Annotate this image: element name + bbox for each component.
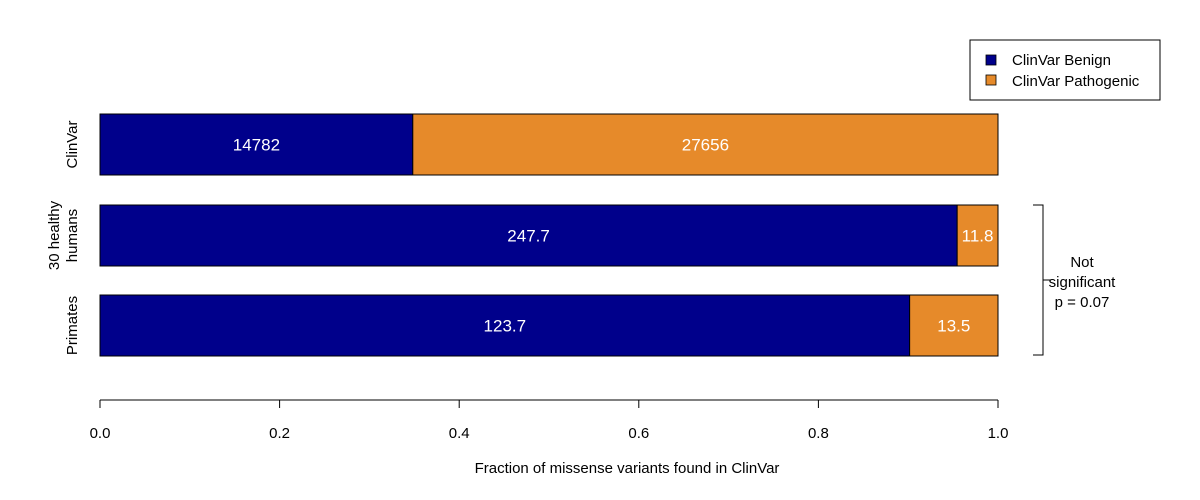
bar-value-label: 27656 — [682, 136, 729, 155]
significance-bracket — [1033, 204, 1050, 356]
bars: 14782 27656 247.7 11.8 123.7 13.5 — [99, 113, 999, 357]
bar-value-label: 247.7 — [507, 227, 550, 246]
bar-segment — [412, 113, 999, 176]
x-tick-label: 0.6 — [628, 425, 649, 442]
bar-value-label: 123.7 — [484, 317, 527, 336]
x-tick-label: 0.0 — [90, 425, 111, 442]
annotation-line-3: p = 0.07 — [1055, 294, 1110, 311]
bar-segment — [956, 204, 999, 267]
bar-segment — [99, 113, 414, 176]
category-label: humans — [64, 209, 81, 262]
x-tick-label: 0.4 — [449, 425, 470, 442]
annotation-line-2: significant — [1049, 274, 1117, 291]
legend-swatch-pathogenic — [985, 74, 997, 86]
x-axis: 0.0 0.2 0.4 0.6 0.8 1.0 — [90, 399, 1009, 442]
bar-segment — [909, 294, 999, 357]
x-tick-label: 0.8 — [808, 425, 829, 442]
category-label: Primates — [64, 296, 81, 355]
legend-box — [969, 39, 1161, 101]
x-axis-label: Fraction of missense variants found in C… — [475, 460, 780, 477]
legend: ClinVar Benign ClinVar Pathogenic — [969, 39, 1161, 101]
annotation-line-1: Not — [1070, 254, 1094, 271]
x-tick-label: 0.2 — [269, 425, 290, 442]
category-label: ClinVar — [64, 120, 81, 168]
category-label: 30 healthy — [46, 200, 63, 270]
bar-value-label: 14782 — [233, 136, 280, 155]
significance-annotation: Not significant p = 0.07 — [1033, 204, 1117, 356]
bar-segment — [99, 204, 958, 267]
bar-value-label: 11.8 — [962, 227, 994, 246]
legend-label-benign: ClinVar Benign — [1012, 52, 1111, 69]
bar-value-label: 13.5 — [937, 317, 970, 336]
x-tick-label: 1.0 — [988, 425, 1009, 442]
legend-label-pathogenic: ClinVar Pathogenic — [1012, 73, 1140, 90]
legend-swatch-benign — [985, 54, 997, 66]
category-labels: ClinVar 30 healthy humans Primates — [46, 120, 81, 355]
bar-segment — [99, 294, 911, 357]
